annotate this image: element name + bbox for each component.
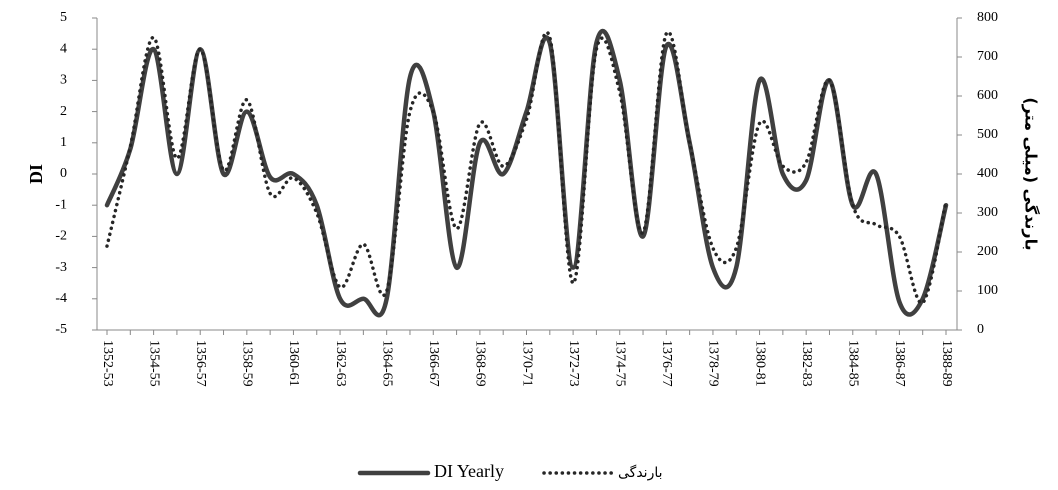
series-line bbox=[104, 28, 949, 318]
y2-tick-label: 300 bbox=[977, 205, 998, 220]
y2-tick-label: 100 bbox=[977, 283, 998, 298]
y2-tick-label: 500 bbox=[977, 127, 998, 142]
x-tick-label: 1370-71 bbox=[519, 340, 534, 387]
x-tick-label: 1382-83 bbox=[799, 340, 814, 387]
y-tick-label: 1 bbox=[60, 135, 67, 150]
y2-tick-label: 800 bbox=[977, 10, 998, 25]
y-tick-label: 4 bbox=[60, 41, 67, 56]
y2-axis-title: بارندگی (میلی متر) bbox=[1022, 97, 1041, 250]
y-tick-label: 3 bbox=[60, 73, 67, 88]
legend-label: بارندگی bbox=[618, 464, 663, 481]
y2-tick-label: 0 bbox=[977, 322, 984, 337]
y-tick-label: -1 bbox=[55, 197, 67, 212]
y-tick-label: -5 bbox=[55, 322, 67, 337]
y-tick-label: -4 bbox=[55, 291, 67, 306]
y-tick-label: 5 bbox=[60, 10, 67, 25]
x-tick-label: 1374-75 bbox=[613, 340, 628, 387]
x-tick-label: 1380-81 bbox=[752, 340, 767, 387]
x-tick-label: 1356-57 bbox=[193, 340, 208, 387]
x-tick-label: 1368-69 bbox=[473, 340, 488, 387]
series-line bbox=[105, 30, 948, 305]
y-tick-label: -2 bbox=[55, 229, 67, 244]
x-tick-label: 1372-73 bbox=[566, 340, 581, 387]
x-tick-label: 1388-89 bbox=[939, 340, 954, 387]
y-tick-label: 0 bbox=[60, 166, 67, 181]
x-tick-label: 1376-77 bbox=[659, 340, 674, 387]
x-tick-label: 1384-85 bbox=[846, 340, 861, 387]
x-tick-label: 1358-59 bbox=[240, 340, 255, 387]
y-tick-label: 2 bbox=[60, 104, 67, 119]
x-tick-label: 1360-61 bbox=[286, 340, 301, 387]
y-axis-title: DI bbox=[26, 164, 46, 184]
x-tick-label: 1362-63 bbox=[333, 340, 348, 387]
x-tick-label: 1354-55 bbox=[146, 340, 161, 387]
x-tick-label: 1386-87 bbox=[892, 340, 907, 387]
x-tick-label: 1352-53 bbox=[100, 340, 115, 387]
y2-tick-label: 700 bbox=[977, 49, 998, 64]
y2-tick-label: 200 bbox=[977, 244, 998, 259]
x-tick-label: 1364-65 bbox=[379, 340, 394, 387]
x-tick-label: 1378-79 bbox=[706, 340, 721, 387]
y2-tick-label: 400 bbox=[977, 166, 998, 181]
legend-label: DI Yearly bbox=[434, 461, 504, 481]
y-tick-label: -3 bbox=[55, 260, 67, 275]
x-tick-label: 1366-67 bbox=[426, 340, 441, 387]
y2-tick-label: 600 bbox=[977, 88, 998, 103]
